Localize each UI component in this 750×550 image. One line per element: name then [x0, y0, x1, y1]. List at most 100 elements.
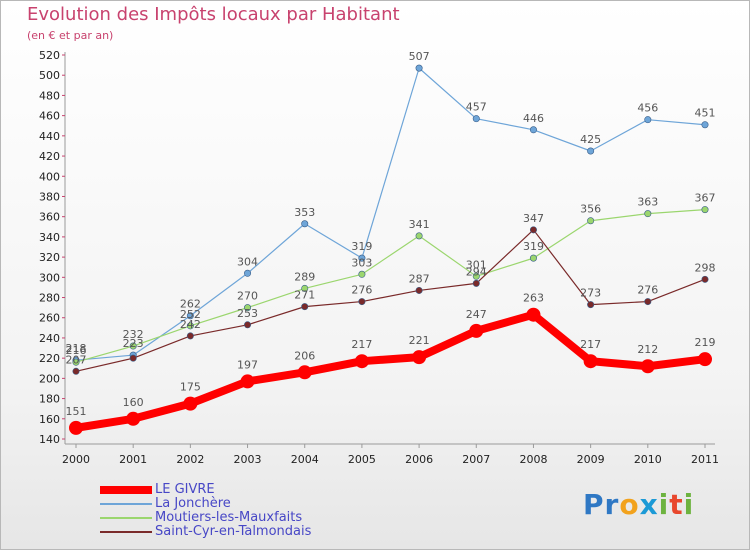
- data-point: [529, 126, 537, 134]
- legend-item-moutiers: Moutiers-les-Mauxfaits: [100, 511, 420, 525]
- data-point: [701, 121, 709, 129]
- data-label: 451: [695, 107, 716, 120]
- x-tick-label: 2003: [234, 453, 262, 466]
- chart-title: Evolution des Impôts locaux par Habitant: [27, 4, 400, 25]
- data-label: 206: [294, 349, 315, 362]
- data-point: [472, 115, 480, 123]
- legend-label: Moutiers-les-Mauxfaits: [155, 510, 303, 525]
- data-point: [412, 350, 427, 365]
- data-label: 232: [123, 328, 144, 341]
- logo-letter: x: [639, 488, 659, 521]
- data-point: [583, 354, 598, 369]
- data-point: [469, 323, 484, 338]
- legend-item-saint-cyr: Saint-Cyr-en-Talmondais: [100, 525, 420, 539]
- data-point: [472, 272, 480, 280]
- data-label: 270: [237, 290, 258, 303]
- data-point: [129, 354, 137, 362]
- data-point: [186, 332, 194, 340]
- y-axis-ticks: 140 160 180 200 220 240 260 280 300 320 340 360 380 4…: [39, 49, 65, 446]
- y-tick-label: 260: [39, 312, 60, 325]
- data-point: [354, 354, 369, 369]
- data-point: [358, 270, 366, 278]
- y-tick-label: 420: [39, 150, 60, 163]
- data-label: 263: [523, 292, 544, 305]
- data-point: [358, 298, 366, 306]
- data-label: 347: [523, 212, 544, 225]
- x-tick-label: 2009: [577, 453, 605, 466]
- data-point: [698, 352, 712, 367]
- data-point: [644, 210, 652, 218]
- data-point: [358, 254, 366, 262]
- data-point: [587, 217, 595, 225]
- data-label: 218: [66, 342, 87, 355]
- data-label: 289: [294, 270, 315, 283]
- series-line-1: [75, 67, 706, 361]
- data-label: 217: [580, 338, 601, 351]
- y-tick-label: 160: [39, 413, 60, 426]
- data-point: [297, 365, 312, 380]
- series-line-2: [75, 209, 706, 363]
- data-point: [415, 232, 423, 240]
- legend-swatch-le-givre: [100, 485, 152, 494]
- x-tick-label: 2005: [348, 453, 376, 466]
- data-label: 356: [580, 203, 601, 216]
- data-point: [244, 304, 252, 312]
- y-tick-label: 200: [39, 372, 60, 385]
- series-lines: [69, 64, 712, 435]
- y-tick-label: 240: [39, 332, 60, 345]
- legend-label: Saint-Cyr-en-Talmondais: [155, 524, 312, 539]
- data-point: [244, 321, 252, 329]
- y-tick-label: 360: [39, 211, 60, 224]
- data-point: [529, 226, 537, 234]
- data-label: 276: [351, 284, 372, 297]
- data-label: 217: [351, 338, 372, 351]
- legend-item-la-jonchere: La Jonchère: [100, 497, 420, 511]
- data-point: [244, 269, 252, 277]
- data-label: 247: [466, 308, 487, 321]
- y-tick-label: 140: [39, 433, 60, 446]
- x-tick-label: 2004: [291, 453, 319, 466]
- data-point: [644, 298, 652, 306]
- data-label: 319: [523, 240, 544, 253]
- data-label: 446: [523, 112, 544, 125]
- chart-subtitle: (en € et par an): [27, 29, 114, 42]
- data-point: [644, 116, 652, 124]
- y-tick-label: 480: [39, 89, 60, 102]
- data-point: [587, 301, 595, 309]
- data-point: [301, 303, 309, 311]
- data-point: [415, 286, 423, 294]
- data-point: [126, 411, 141, 426]
- chart-axes: [64, 52, 715, 445]
- data-label: 242: [180, 318, 201, 331]
- logo-letter: P: [583, 488, 605, 521]
- y-tick-label: 520: [39, 49, 60, 62]
- data-label: 304: [237, 255, 258, 268]
- data-label: 223: [123, 337, 144, 350]
- logo-letter: o: [619, 488, 640, 521]
- x-tick-label: 2010: [634, 453, 662, 466]
- x-tick-label: 2008: [519, 453, 547, 466]
- data-label: 262: [180, 298, 201, 311]
- proxiti-logo: Proxiti: [583, 488, 694, 521]
- data-label: 273: [580, 287, 601, 300]
- legend-swatch-saint-cyr: [100, 530, 152, 533]
- data-point: [701, 275, 709, 283]
- y-tick-label: 340: [39, 231, 60, 244]
- x-tick-label: 2007: [462, 453, 490, 466]
- y-tick-label: 500: [39, 69, 60, 82]
- legend-swatch-la-jonchere: [100, 502, 152, 505]
- data-point: [186, 312, 194, 320]
- x-tick-label: 2006: [405, 453, 433, 466]
- data-label: 457: [466, 101, 487, 114]
- logo-letter: i: [658, 488, 670, 521]
- data-label: 319: [351, 240, 372, 253]
- data-label: 294: [466, 265, 487, 278]
- logo-letter: t: [669, 488, 684, 521]
- data-point: [472, 279, 480, 287]
- data-label: 341: [409, 218, 430, 231]
- y-tick-label: 280: [39, 292, 60, 305]
- series-line-3: [75, 229, 706, 372]
- y-tick-label: 460: [39, 110, 60, 123]
